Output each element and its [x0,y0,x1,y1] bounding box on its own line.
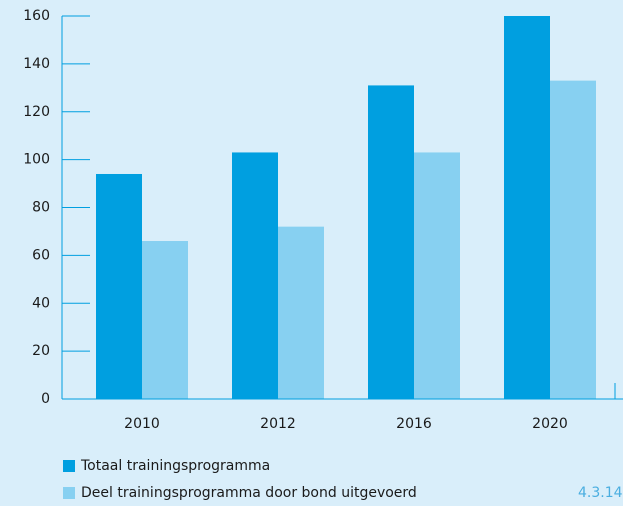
y-tick-label: 120 [23,104,50,120]
bar [550,80,596,399]
bar [232,152,278,399]
y-tick-label: 80 [32,200,50,216]
annotation: 4.3.14 [578,485,623,501]
legend-swatch [63,487,75,499]
bar [142,241,188,399]
y-tick-label: 0 [41,391,50,407]
x-tick-label: 2016 [396,416,432,432]
bar [504,16,550,399]
bar [96,173,142,399]
legend-label: Totaal trainingsprogramma [80,458,270,474]
y-tick-label: 160 [23,8,50,24]
y-tick-label: 140 [23,56,50,72]
x-tick-label: 2010 [124,416,160,432]
y-tick-label: 100 [23,152,50,168]
bar [414,152,460,399]
legend-swatch [63,460,75,472]
x-tick-label: 2020 [532,416,568,432]
legend-label: Deel trainingsprogramma door bond uitgev… [81,485,417,501]
bar [278,226,324,399]
y-tick-label: 60 [32,247,50,263]
y-tick-label: 20 [32,343,50,359]
x-tick-label: 2012 [260,416,296,432]
y-tick-label: 40 [32,295,50,311]
bar [368,85,414,399]
